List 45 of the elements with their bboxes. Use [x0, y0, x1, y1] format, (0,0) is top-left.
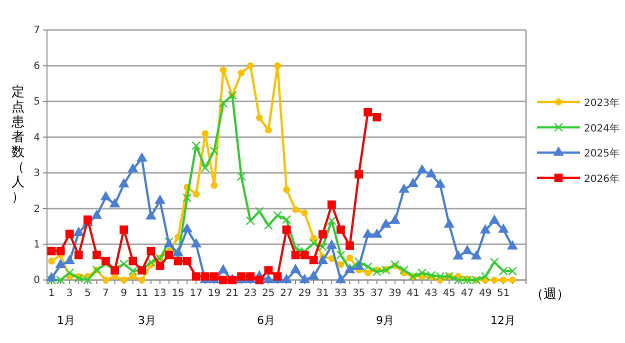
x-tick-label: 15: [172, 288, 184, 299]
x-tick-label: 1: [48, 288, 55, 299]
x-tick-label: 49: [478, 288, 492, 299]
x-tick-label: 39: [388, 288, 402, 299]
x-tick-label: 3: [66, 288, 73, 299]
x-tick-label: 27: [280, 288, 293, 299]
x-tick-label: 21: [226, 288, 239, 299]
y-tick-label: 7: [34, 25, 40, 36]
text: 9月: [376, 314, 394, 327]
x-tick-label: 17: [190, 288, 202, 299]
text: 12月: [490, 314, 516, 327]
y-tick-label: 5: [34, 96, 40, 108]
x-tick-label: 43: [424, 288, 438, 299]
x-tick-label: 47: [460, 288, 474, 299]
legend-label: 2025年: [584, 148, 620, 160]
y-tick-label: 6: [34, 60, 40, 72]
x-tick-label: 45: [442, 288, 456, 299]
x-tick-label: 9: [120, 288, 128, 299]
text: 3月: [138, 314, 156, 327]
x-tick-label: 41: [406, 288, 420, 299]
legend-label: 2026年: [584, 172, 620, 185]
text: 1月: [57, 314, 75, 327]
x-tick-label: 29: [298, 288, 311, 299]
y-tick-label: 2: [34, 204, 40, 215]
y-tick-label: 0: [34, 275, 40, 286]
x-tick-label: 35: [352, 288, 366, 299]
x-tick-label: 19: [208, 288, 221, 299]
y-tick-label: 3: [34, 168, 40, 180]
legend-label: 2023年: [584, 97, 620, 109]
x-tick-label: 33: [334, 288, 348, 299]
x-tick-label: 5: [84, 288, 91, 299]
x-tick-label: 13: [154, 288, 166, 299]
y-tick-label: 4: [34, 132, 40, 144]
x-tick-label: 37: [370, 288, 384, 299]
x-axis-title: （週）: [530, 287, 570, 302]
text: 6月: [257, 314, 275, 327]
legend-label: 2024年: [584, 122, 620, 134]
x-tick-label: 51: [497, 288, 510, 299]
x-tick-label: 11: [136, 288, 148, 299]
y-tick-label: 1: [34, 239, 40, 250]
x-tick-label: 25: [262, 288, 275, 299]
y-axis-title: 定点患者数（人）: [10, 85, 24, 205]
x-tick-label: 23: [244, 288, 257, 299]
x-tick-label: 31: [316, 288, 330, 299]
x-tick-label: 7: [102, 288, 109, 299]
